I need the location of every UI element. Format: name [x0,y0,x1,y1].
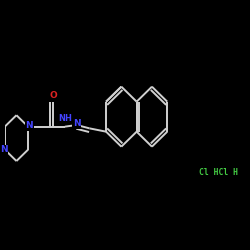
Text: Cl HCl H: Cl HCl H [199,168,238,177]
Text: N: N [73,119,80,128]
Text: O: O [50,91,57,100]
Text: N: N [0,146,7,154]
Text: NH: NH [58,114,72,123]
Text: N: N [26,121,33,130]
